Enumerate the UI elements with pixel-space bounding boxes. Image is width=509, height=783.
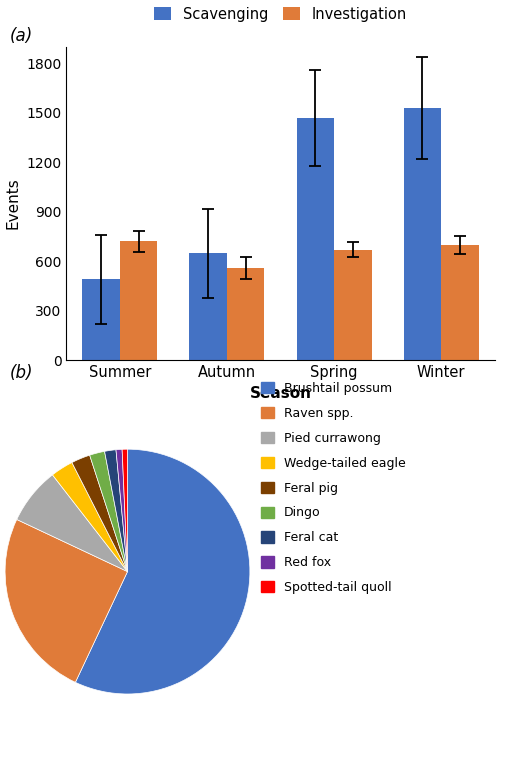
Wedge shape (90, 451, 127, 572)
Legend: Brushtail possum, Raven spp., Pied currawong, Wedge-tailed eagle, Feral pig, Din: Brushtail possum, Raven spp., Pied curra… (261, 382, 405, 594)
Bar (227, 268, 264, 360)
Bar (333, 250, 371, 360)
Bar (189, 253, 227, 360)
Bar (296, 118, 333, 360)
Wedge shape (17, 474, 127, 572)
Text: (a): (a) (10, 27, 34, 45)
Wedge shape (104, 449, 127, 572)
Text: (b): (b) (10, 364, 34, 382)
Wedge shape (52, 463, 127, 572)
Legend: Scavenging, Investigation: Scavenging, Investigation (148, 1, 412, 27)
Wedge shape (75, 449, 249, 694)
Bar (82, 280, 120, 360)
Wedge shape (72, 455, 127, 572)
Wedge shape (122, 449, 127, 572)
X-axis label: Season: Season (249, 385, 311, 401)
Y-axis label: Events: Events (6, 178, 20, 229)
Wedge shape (5, 519, 127, 682)
Bar (403, 108, 440, 360)
Wedge shape (116, 449, 127, 572)
Bar (440, 245, 478, 360)
Bar (120, 241, 157, 360)
